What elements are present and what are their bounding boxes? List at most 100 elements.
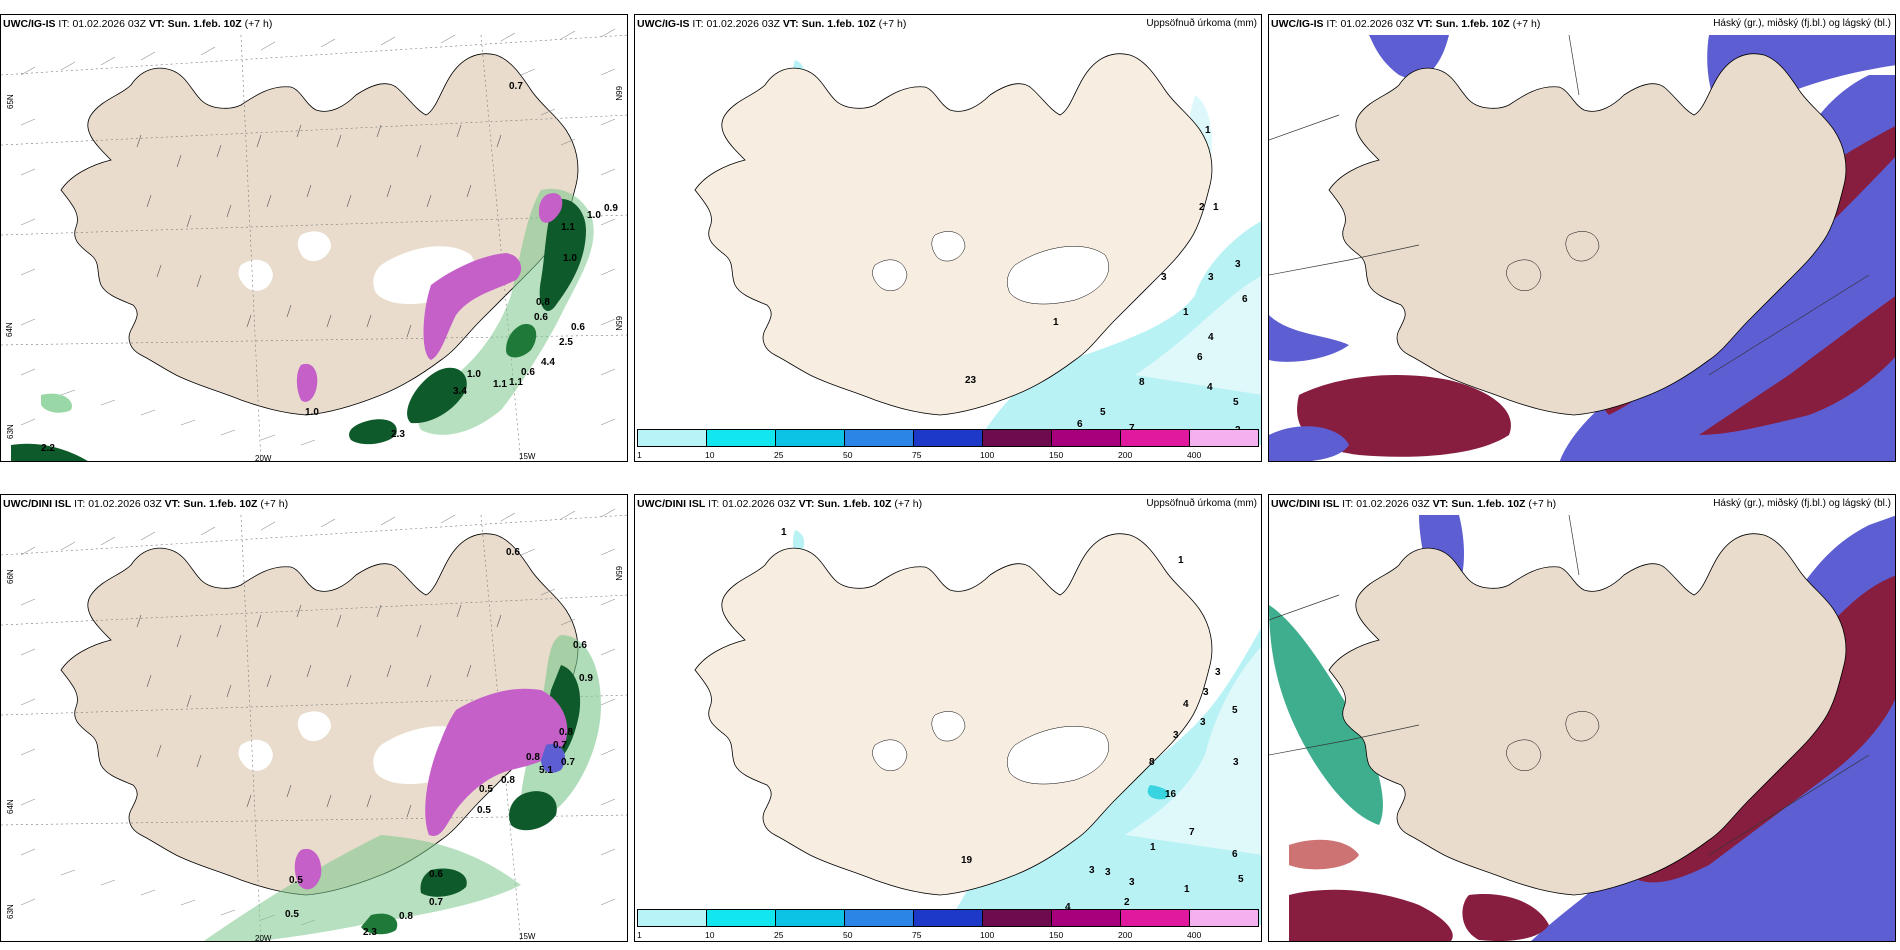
map-label: 3: [1208, 272, 1214, 283]
lat-label: 65N: [614, 316, 623, 331]
panel-header: UWC/DINI ISL IT: 01.02.2026 03Z VT: Sun.…: [637, 498, 923, 510]
map-label: 1: [1213, 202, 1219, 213]
panel-header: UWC/DINI ISL IT: 01.02.2026 03Z VT: Sun.…: [3, 498, 289, 510]
map-label: 0.6: [534, 312, 548, 323]
map-label: 1.0: [305, 407, 319, 418]
lat-label: 63N: [6, 904, 15, 919]
map-label: 5: [1232, 705, 1238, 716]
map-label: 0.8: [536, 297, 550, 308]
map-wind-precip-row1: 0.7 1.0 0.9 1.1 1.0 0.8 0.6 0.6 2.5 4.4 …: [1, 15, 628, 461]
colorbar-tick: 150: [1049, 450, 1064, 460]
map-label: 2: [1124, 897, 1130, 908]
panel-header: UWC/IG-IS IT: 01.02.2026 03Z VT: Sun. 1.…: [637, 18, 907, 30]
panel-title: Uppsöfnuð úrkoma (mm): [1146, 498, 1257, 509]
map-label: 5: [1100, 407, 1106, 418]
map-label: 8: [1149, 757, 1155, 768]
colorbar-swatch: [1052, 910, 1121, 926]
map-label: 1.0: [467, 369, 481, 380]
map-label: 0.8: [399, 911, 413, 922]
colorbar-tick: 50: [843, 450, 853, 460]
colorbar-tick: 10: [705, 930, 715, 940]
lat-label: 65N: [6, 94, 15, 109]
colorbar-tick: 150: [1049, 930, 1064, 940]
map-label: 0.9: [604, 203, 618, 214]
map-label: 4.4: [541, 357, 555, 368]
colorbar-swatch: [1052, 430, 1121, 446]
map-clouds-row2: [1269, 495, 1895, 941]
panel-wind-precip-row1: 0.7 1.0 0.9 1.1 1.0 0.8 0.6 0.6 2.5 4.4 …: [0, 14, 628, 462]
map-label: 0.7: [561, 757, 575, 768]
colorbar-swatch: [707, 910, 776, 926]
map-label: 5.1: [539, 765, 553, 776]
map-label: 2.2: [41, 443, 55, 454]
map-label: 1: [1178, 555, 1184, 566]
colorbar-tick: 400: [1187, 930, 1202, 940]
panel-accum-precip-row2: 1 1 3 3 3 5 3 8 4 3 16 1 3 3 3 7 6 5 1 2…: [634, 494, 1262, 942]
colorbar-swatch: [983, 430, 1052, 446]
panel-wind-precip-row2: 0.6 0.6 0.9 0.8 0.7 0.8 0.5 5.1 0.8 0.7 …: [0, 494, 628, 942]
map-label: 1.0: [587, 210, 601, 221]
map-label: 2.3: [363, 927, 377, 938]
map-label: 0.6: [573, 640, 587, 651]
map-label: 0.7: [553, 740, 567, 751]
lat-label: 65N: [614, 566, 623, 581]
map-label: 3: [1215, 667, 1221, 678]
map-label: 4: [1207, 382, 1213, 393]
map-label: 0.9: [579, 673, 593, 684]
map-label: 1.1: [509, 377, 523, 388]
map-label: 3: [1089, 865, 1095, 876]
colorbar-tick: 10: [705, 450, 715, 460]
map-label: 5: [1238, 874, 1244, 885]
colorbar-tick: 25: [774, 930, 784, 940]
map-label: 6: [1242, 294, 1248, 305]
map-label: 0.5: [479, 784, 493, 795]
map-label: 4: [1065, 902, 1071, 913]
panel-title: Uppsöfnuð úrkoma (mm): [1146, 18, 1257, 29]
map-label: 1: [1053, 317, 1059, 328]
precip-colorbar: [637, 909, 1259, 927]
map-label: 3: [1161, 272, 1167, 283]
lon-label: 15W: [519, 452, 536, 461]
colorbar-swatch: [914, 910, 983, 926]
panel-header: UWC/IG-IS IT: 01.02.2026 03Z VT: Sun. 1.…: [1271, 18, 1541, 30]
map-label: 1.1: [561, 222, 575, 233]
map-label: 16: [1165, 789, 1177, 800]
lat-label: 66N: [614, 86, 623, 101]
map-label: 6: [1232, 849, 1238, 860]
map-label: 1: [781, 527, 787, 538]
green-precip-areas: [11, 188, 594, 461]
map-label: 0.6: [429, 869, 443, 880]
colorbar-swatch: [1121, 430, 1190, 446]
colorbar-swatch: [776, 430, 845, 446]
map-label: 3: [1235, 259, 1241, 270]
map-label: 5: [1233, 397, 1239, 408]
map-label: 0.5: [289, 875, 303, 886]
colorbar-tick: 100: [980, 450, 995, 460]
colorbar-swatch: [638, 430, 707, 446]
colorbar-swatch: [638, 910, 707, 926]
map-label: 0.8: [501, 775, 515, 786]
map-label: 3: [1129, 877, 1135, 888]
panel-accum-precip-row1: 1 1 2 3 3 3 6 1 4 6 8 4 5 7 6 5 2 1 23 U…: [634, 14, 1262, 462]
map-wind-precip-row2: 0.6 0.6 0.9 0.8 0.7 0.8 0.5 5.1 0.8 0.7 …: [1, 495, 628, 941]
precip-colorbar: [637, 429, 1259, 447]
lon-label: 15W: [519, 932, 536, 941]
lat-label: 64N: [5, 322, 14, 337]
snow-pink-areas: [294, 688, 568, 890]
colorbar-tick: 25: [774, 450, 784, 460]
map-label: 0.7: [509, 81, 523, 92]
map-label: 0.8: [526, 752, 540, 763]
colorbar-tick: 200: [1118, 930, 1133, 940]
colorbar-tick: 200: [1118, 450, 1133, 460]
colorbar-tick: 1: [637, 930, 642, 940]
map-label: 1: [1183, 307, 1189, 318]
panel-clouds-row1: UWC/IG-IS IT: 01.02.2026 03Z VT: Sun. 1.…: [1268, 14, 1896, 462]
map-label: 19: [961, 855, 973, 866]
map-label: 3.4: [453, 386, 467, 397]
colorbar-tick: 75: [912, 450, 922, 460]
map-label: 3: [1233, 757, 1239, 768]
lat-label: 63N: [6, 424, 15, 439]
map-label: 6: [1077, 419, 1083, 430]
map-label: 7: [1189, 827, 1195, 838]
map-label: 23: [965, 375, 977, 386]
